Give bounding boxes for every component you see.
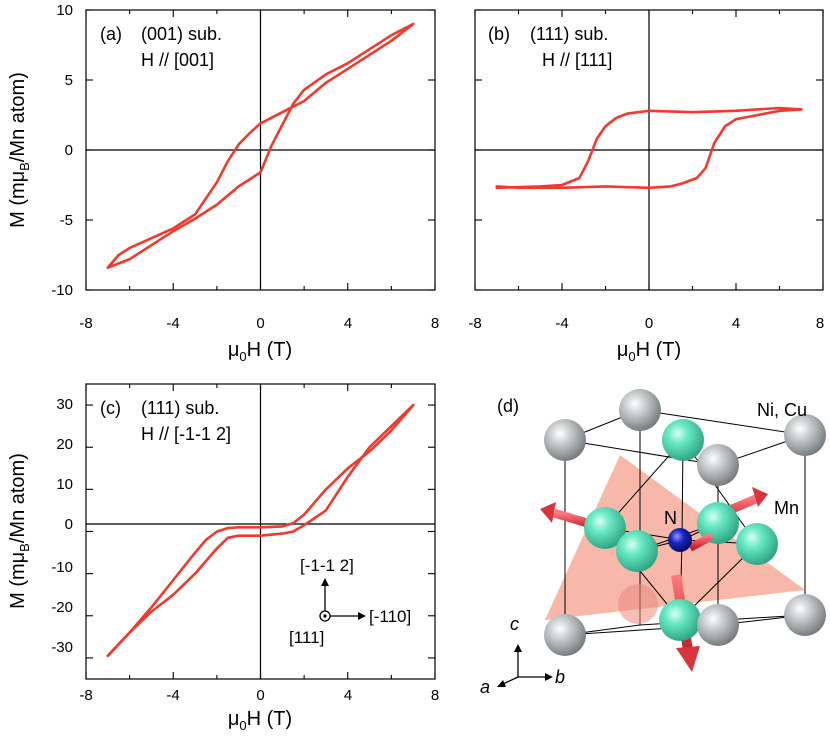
inset-up-label: [-1-1 2] (300, 556, 354, 575)
field-direction-label: H // [001] (141, 50, 214, 70)
series-upper-branch (106, 403, 415, 658)
substrate-label: (111) sub. (530, 24, 608, 44)
x-tick-label: 4 (344, 687, 352, 704)
y-tick-label: 10 (56, 2, 73, 19)
x-axis-label: μ0H (T) (228, 708, 292, 733)
x-tick-label: 0 (256, 687, 264, 704)
x-tick-label: 8 (431, 315, 439, 332)
right-arrowhead (358, 612, 366, 620)
ni-cu-label: Ni, Cu (757, 400, 807, 420)
hysteresis-curve (106, 22, 415, 269)
mn-atom (616, 530, 658, 572)
x-tick-label: 8 (816, 315, 824, 332)
y-tick-label: -5 (60, 212, 73, 229)
series-upper-branch (495, 106, 803, 190)
y-tick-label: 0 (65, 516, 73, 533)
ni-cu-atom (697, 604, 739, 646)
y-tick-label: -30 (51, 639, 73, 656)
inset-out-label: [111] (289, 628, 324, 647)
mn-atom (584, 507, 626, 549)
axis-b-label: b (555, 667, 565, 687)
mn-label: Mn (774, 498, 799, 518)
ni-cu-atom (619, 389, 661, 431)
x-tick-label: -4 (166, 687, 179, 704)
axis-a-label: a (480, 677, 490, 697)
panel-a: -8 -4 0 4 8 -10 -5 0 5 10 (a) (001) sub.… (7, 2, 439, 364)
series-upper-branch (106, 22, 415, 269)
panel-label: (b) (488, 24, 510, 44)
y-tick-label: 20 (56, 436, 73, 453)
mn-atom (697, 502, 739, 544)
axis-c-label: c (510, 614, 519, 634)
substrate-label: (111) sub. (141, 398, 219, 418)
panel-d-crystal: (d) (480, 389, 826, 697)
y-tick-label: 0 (65, 142, 73, 159)
x-axis-label: μ0H (T) (228, 339, 292, 364)
tick-marks (474, 9, 824, 291)
y-tick-label: -20 (51, 599, 73, 616)
y-tick-label: 5 (65, 72, 73, 89)
y-tick-label: -10 (51, 559, 73, 576)
mn-atom (736, 523, 778, 565)
y-axis-label: M (mμB/Mn atom) (7, 453, 32, 609)
lattice-axes (497, 644, 553, 687)
series-lower-branch (106, 403, 415, 658)
series-lower-branch (495, 108, 803, 190)
panel-c: -8 -4 0 4 8 -30 -20 -10 0 10 20 30 (c) (… (7, 383, 439, 733)
ni-cu-atom (784, 414, 826, 456)
field-direction-label: H // [-1-1 2] (141, 424, 231, 444)
substrate-label: (001) sub. (141, 24, 222, 44)
mn-spin-arrow (688, 532, 714, 552)
inset-right-label: [-110] (369, 607, 411, 626)
tick-marks (85, 9, 436, 291)
n-atom (668, 528, 692, 552)
x-tick-label: -8 (79, 315, 92, 332)
y-tick-label: 10 (56, 476, 73, 493)
x-tick-label: 8 (431, 687, 439, 704)
series-lower-branch (106, 22, 415, 269)
x-tick-label: -8 (79, 687, 92, 704)
hysteresis-curve (106, 403, 415, 658)
ni-cu-atom (697, 444, 739, 486)
panel-label: (a) (100, 24, 122, 44)
panel-label: (d) (497, 396, 519, 416)
ni-cu-atom (784, 594, 826, 636)
n-label: N (664, 508, 677, 528)
field-direction-label: H // [111] (542, 50, 612, 70)
mn-atom (662, 419, 704, 461)
x-tick-label: -4 (555, 315, 568, 332)
ni-cu-atom (544, 614, 586, 656)
mn-atom-back (618, 584, 658, 624)
y-axis-label: M (mμB/Mn atom) (7, 72, 32, 228)
y-tick-label: 30 (56, 396, 73, 413)
mn-atom (659, 599, 701, 641)
direction-inset: [-1-1 2] [-110] [111] (289, 556, 411, 647)
x-tick-label: -8 (468, 315, 481, 332)
tick-marks (85, 384, 436, 679)
panel-b: -8 -4 0 4 8 (b) (111) sub. H // [111] μ0… (468, 9, 824, 364)
x-tick-label: -4 (166, 315, 179, 332)
x-tick-label: 0 (645, 315, 653, 332)
out-of-plane-dot (323, 614, 327, 618)
y-tick-label: -10 (51, 282, 73, 299)
x-tick-label: 4 (732, 315, 740, 332)
panel-label: (c) (100, 398, 121, 418)
hysteresis-curve (495, 106, 803, 190)
ni-cu-atom (544, 419, 586, 461)
up-arrowhead (321, 578, 329, 586)
x-tick-label: 0 (256, 315, 264, 332)
x-tick-label: 4 (344, 315, 352, 332)
x-axis-label: μ0H (T) (617, 339, 681, 364)
